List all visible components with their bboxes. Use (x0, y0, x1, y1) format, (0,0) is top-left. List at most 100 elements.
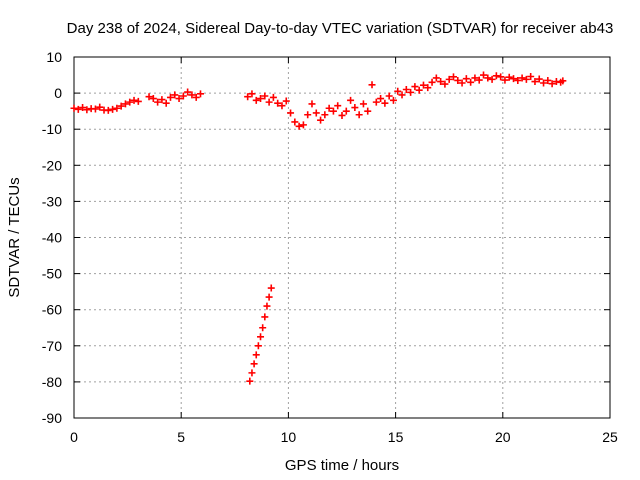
grid-lines (74, 57, 610, 418)
data-point (252, 351, 260, 359)
y-axis: -90 -80 -70 -60 -50 -40 -30 -20 -10 0 10 (42, 49, 610, 426)
y-tick-label: 10 (46, 49, 62, 65)
data-point (428, 78, 436, 86)
data-point (113, 104, 121, 112)
data-point (134, 97, 142, 105)
data-point (402, 85, 410, 93)
data-point (389, 96, 397, 104)
x-axis-title: GPS time / hours (285, 457, 399, 474)
data-point (377, 95, 385, 103)
data-point (104, 106, 112, 114)
data-point (121, 100, 129, 108)
data-point (287, 109, 295, 117)
x-tick-label: 25 (602, 429, 618, 445)
data-point (278, 102, 286, 110)
data-point (484, 74, 492, 82)
data-point (179, 92, 187, 100)
x-axis: 0 5 10 15 20 25 (70, 57, 618, 445)
data-point (342, 107, 350, 115)
x-tick-label: 0 (70, 429, 78, 445)
data-point (91, 105, 99, 113)
data-point (83, 106, 91, 114)
data-point (458, 79, 466, 87)
data-point (419, 81, 427, 89)
data-point (514, 76, 522, 84)
data-point (248, 90, 256, 98)
data-point (497, 73, 505, 81)
data-point (385, 92, 393, 100)
x-tick-label: 5 (177, 429, 185, 445)
chart-title: Day 238 of 2024, Sidereal Day-to-day VTE… (67, 20, 614, 37)
data-point (257, 95, 265, 103)
data-point (145, 93, 153, 101)
data-point (171, 91, 179, 99)
data-point (381, 99, 389, 107)
data-point (522, 75, 530, 83)
data-point (263, 302, 271, 310)
data-point (492, 72, 500, 80)
data-point (196, 90, 204, 98)
data-point (334, 102, 342, 110)
data-point (265, 98, 273, 106)
data-point (359, 100, 367, 108)
x-tick-label: 10 (281, 429, 297, 445)
x-tick-label: 15 (388, 429, 404, 445)
data-point (480, 71, 488, 79)
data-point (441, 80, 449, 88)
data-point (368, 81, 376, 89)
data-point (471, 74, 479, 82)
data-point (510, 75, 518, 83)
y-axis-title: SDTVAR / TECUs (6, 177, 23, 297)
data-point (244, 93, 252, 101)
data-point (535, 75, 543, 83)
data-point (501, 76, 509, 84)
data-point (254, 342, 262, 350)
data-point (454, 76, 462, 84)
data-point (338, 111, 346, 119)
data-point (154, 98, 162, 106)
y-tick-label: -80 (42, 374, 62, 390)
data-point (394, 87, 402, 95)
data-point (329, 107, 337, 115)
data-point (184, 88, 192, 96)
y-tick-label: -60 (42, 302, 62, 318)
data-point (445, 75, 453, 83)
data-point (259, 324, 267, 332)
data-point (248, 369, 256, 377)
data-point (347, 96, 355, 104)
data-point (372, 98, 380, 106)
data-point (544, 76, 552, 84)
data-point (158, 96, 166, 104)
data-point (130, 96, 138, 104)
data-point (192, 93, 200, 101)
data-point (252, 96, 260, 104)
data-point (407, 88, 415, 96)
data-point (364, 107, 372, 115)
data-point (415, 86, 423, 94)
data-point (321, 111, 329, 119)
data-point (274, 99, 282, 107)
data-point (308, 100, 316, 108)
data-point (424, 84, 432, 92)
data-point (518, 74, 526, 82)
y-tick-label: -70 (42, 338, 62, 354)
data-point (246, 377, 254, 385)
y-tick-label: -40 (42, 230, 62, 246)
data-point (462, 75, 470, 83)
x-tick-label: 20 (495, 429, 511, 445)
data-point (437, 78, 445, 86)
data-point (325, 104, 333, 112)
data-point (261, 313, 269, 321)
data-point (312, 109, 320, 117)
data-points (70, 71, 567, 385)
y-tick-label: -20 (42, 157, 62, 173)
data-point (488, 75, 496, 83)
y-tick-label: -10 (42, 121, 62, 137)
y-tick-label: -90 (42, 410, 62, 426)
data-point (467, 78, 475, 86)
data-point (304, 111, 312, 119)
data-point (291, 118, 299, 126)
data-point (126, 98, 134, 106)
data-point (267, 284, 275, 292)
